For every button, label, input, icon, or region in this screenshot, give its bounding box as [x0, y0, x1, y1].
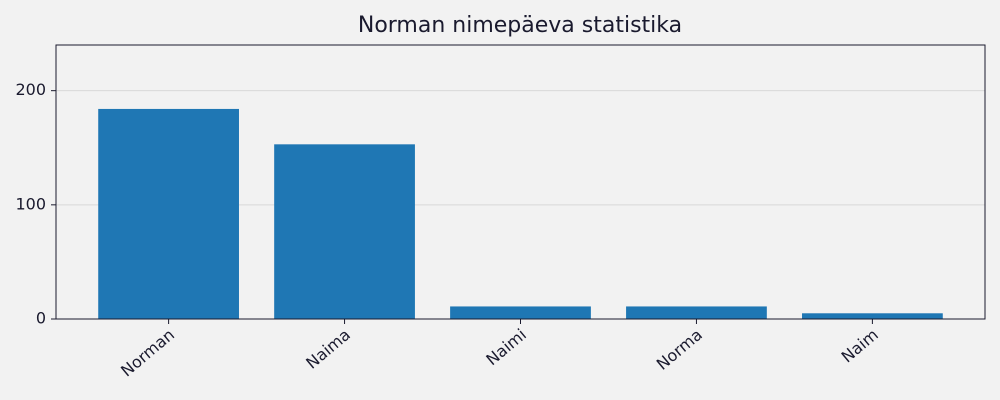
bar — [802, 313, 943, 319]
bar — [626, 306, 767, 319]
y-tick-label: 0 — [36, 309, 46, 328]
bar — [274, 144, 415, 319]
chart-title: Norman nimepäeva statistika — [358, 13, 682, 38]
y-tick-label: 200 — [15, 80, 46, 99]
bar — [98, 108, 239, 319]
y-tick-label: 100 — [15, 194, 46, 213]
plot-frame — [55, 44, 986, 320]
bar — [450, 306, 591, 319]
